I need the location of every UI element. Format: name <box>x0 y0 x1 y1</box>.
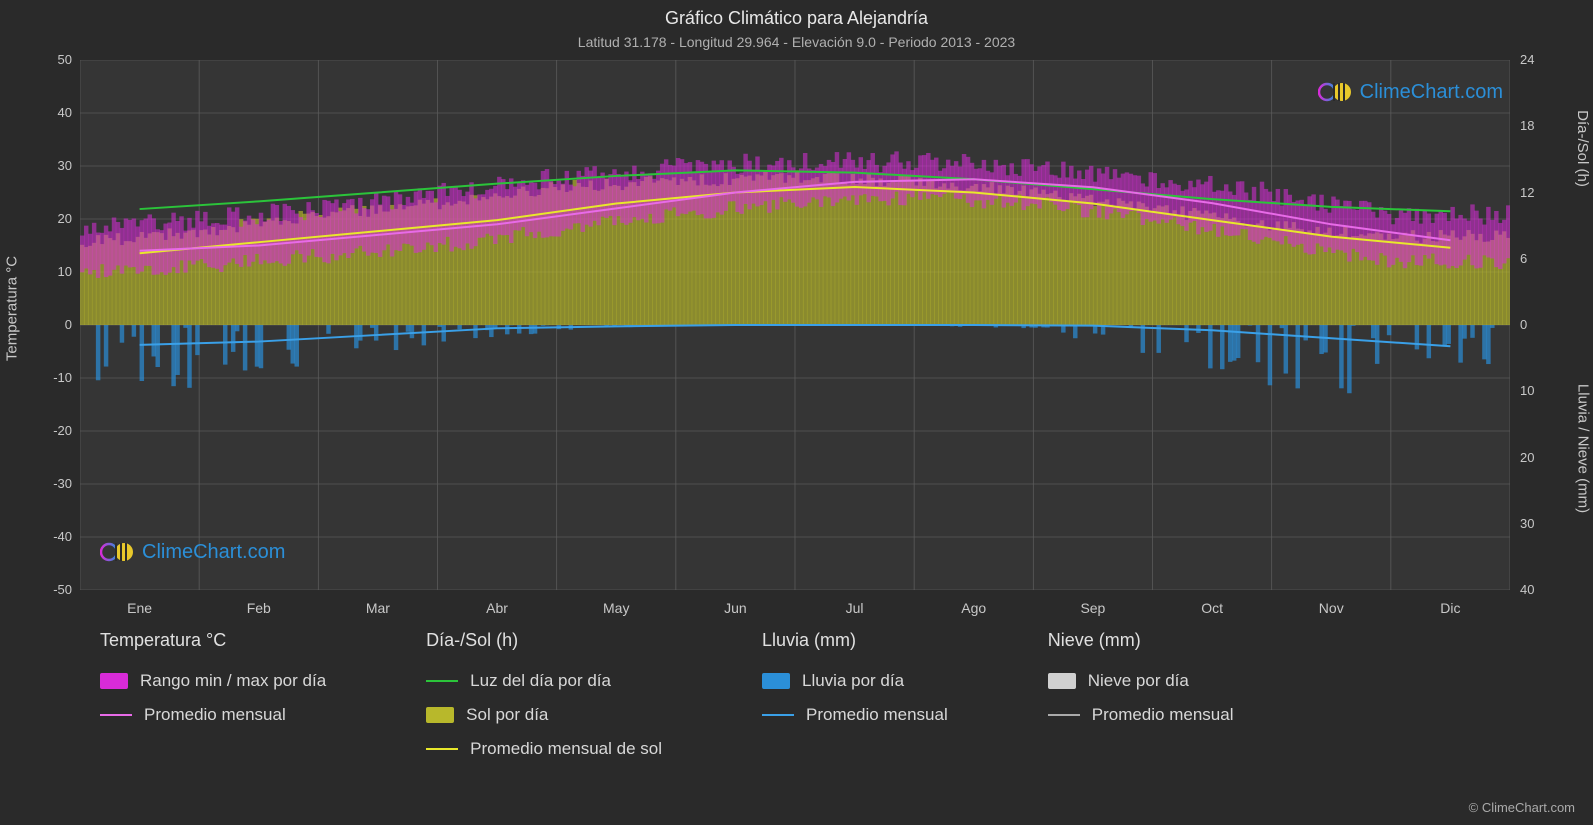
legend-swatch-icon <box>762 673 790 689</box>
y-tick-right-hours: 0 <box>1520 317 1527 332</box>
x-tick-month: Jun <box>715 600 755 616</box>
legend-label: Sol por día <box>466 705 548 725</box>
x-tick-month: Nov <box>1311 600 1351 616</box>
y-tick-left: 30 <box>42 158 72 173</box>
y-axis-right-top-label: Día-/Sol (h) <box>1575 110 1592 187</box>
legend-label: Promedio mensual <box>1092 705 1234 725</box>
y-tick-right-rain: 10 <box>1520 383 1534 398</box>
y-tick-right-rain: 30 <box>1520 516 1534 531</box>
legend-item: Luz del día por día <box>426 671 662 691</box>
plot-area <box>80 60 1510 590</box>
y-tick-right-hours: 12 <box>1520 185 1534 200</box>
legend-section: Temperatura °C Rango min / max por día Pro… <box>100 630 326 759</box>
legend-item: Promedio mensual <box>100 705 326 725</box>
x-tick-month: Mar <box>358 600 398 616</box>
y-axis-right-bottom-label: Lluvia / Nieve (mm) <box>1575 384 1592 513</box>
legend-section: Nieve (mm) Nieve por día Promedio mensual <box>1048 630 1234 759</box>
y-tick-right-hours: 24 <box>1520 52 1534 67</box>
y-tick-left: 40 <box>42 105 72 120</box>
watermark-logo-icon <box>100 540 136 564</box>
chart-area <box>80 60 1510 590</box>
plot-svg <box>80 60 1510 590</box>
legend-header: Nieve (mm) <box>1048 630 1234 651</box>
chart-subtitle: Latitud 31.178 - Longitud 29.964 - Eleva… <box>0 34 1593 50</box>
watermark-text: ClimeChart.com <box>1360 81 1503 104</box>
x-tick-month: Ene <box>120 600 160 616</box>
x-tick-month: Dic <box>1430 600 1470 616</box>
legend-line-icon <box>762 714 794 716</box>
y-tick-right-rain: 40 <box>1520 582 1534 597</box>
legend-line-icon <box>426 680 458 682</box>
chart-title: Gráfico Climático para Alejandría <box>0 8 1593 29</box>
copyright: © ClimeChart.com <box>1469 800 1575 815</box>
y-tick-left: 50 <box>42 52 72 67</box>
legend-label: Promedio mensual <box>144 705 286 725</box>
y-tick-left: -20 <box>42 423 72 438</box>
legend-section: Lluvia (mm) Lluvia por día Promedio mensua… <box>762 630 948 759</box>
y-tick-right-hours: 18 <box>1520 118 1534 133</box>
legend-item: Promedio mensual <box>762 705 948 725</box>
y-tick-left: -40 <box>42 529 72 544</box>
watermark-text: ClimeChart.com <box>142 541 285 564</box>
y-axis-left-label: Temperatura °C <box>4 256 21 361</box>
legend-item: Lluvia por día <box>762 671 948 691</box>
y-tick-left: 0 <box>42 317 72 332</box>
legend-header: Día-/Sol (h) <box>426 630 662 651</box>
y-tick-right-hours: 6 <box>1520 251 1527 266</box>
legend-label: Nieve por día <box>1088 671 1189 691</box>
y-tick-left: -50 <box>42 582 72 597</box>
legend-label: Rango min / max por día <box>140 671 326 691</box>
legend-header: Temperatura °C <box>100 630 326 651</box>
x-tick-month: Ago <box>954 600 994 616</box>
legend-swatch-icon <box>426 707 454 723</box>
x-tick-month: Jul <box>835 600 875 616</box>
x-tick-month: Sep <box>1073 600 1113 616</box>
legend-line-icon <box>100 714 132 716</box>
legend-line-icon <box>426 748 458 750</box>
legend: Temperatura °C Rango min / max por día Pro… <box>100 630 1233 759</box>
watermark-bottom-left: ClimeChart.com <box>100 540 285 564</box>
x-tick-month: Abr <box>477 600 517 616</box>
y-tick-left: -30 <box>42 476 72 491</box>
legend-item: Promedio mensual <box>1048 705 1234 725</box>
legend-label: Promedio mensual de sol <box>470 739 662 759</box>
legend-section: Día-/Sol (h) Luz del día por día Sol por d… <box>426 630 662 759</box>
legend-label: Luz del día por día <box>470 671 611 691</box>
y-tick-left: 20 <box>42 211 72 226</box>
y-tick-right-rain: 20 <box>1520 450 1534 465</box>
legend-item: Promedio mensual de sol <box>426 739 662 759</box>
legend-swatch-icon <box>100 673 128 689</box>
x-tick-month: May <box>596 600 636 616</box>
y-tick-left: -10 <box>42 370 72 385</box>
legend-item: Rango min / max por día <box>100 671 326 691</box>
legend-swatch-icon <box>1048 673 1076 689</box>
watermark-top-right: ClimeChart.com <box>1318 80 1503 104</box>
x-tick-month: Oct <box>1192 600 1232 616</box>
x-tick-month: Feb <box>239 600 279 616</box>
legend-header: Lluvia (mm) <box>762 630 948 651</box>
legend-label: Promedio mensual <box>806 705 948 725</box>
legend-line-icon <box>1048 714 1080 716</box>
watermark-logo-icon <box>1318 80 1354 104</box>
legend-label: Lluvia por día <box>802 671 904 691</box>
legend-item: Nieve por día <box>1048 671 1234 691</box>
legend-item: Sol por día <box>426 705 662 725</box>
y-tick-left: 10 <box>42 264 72 279</box>
